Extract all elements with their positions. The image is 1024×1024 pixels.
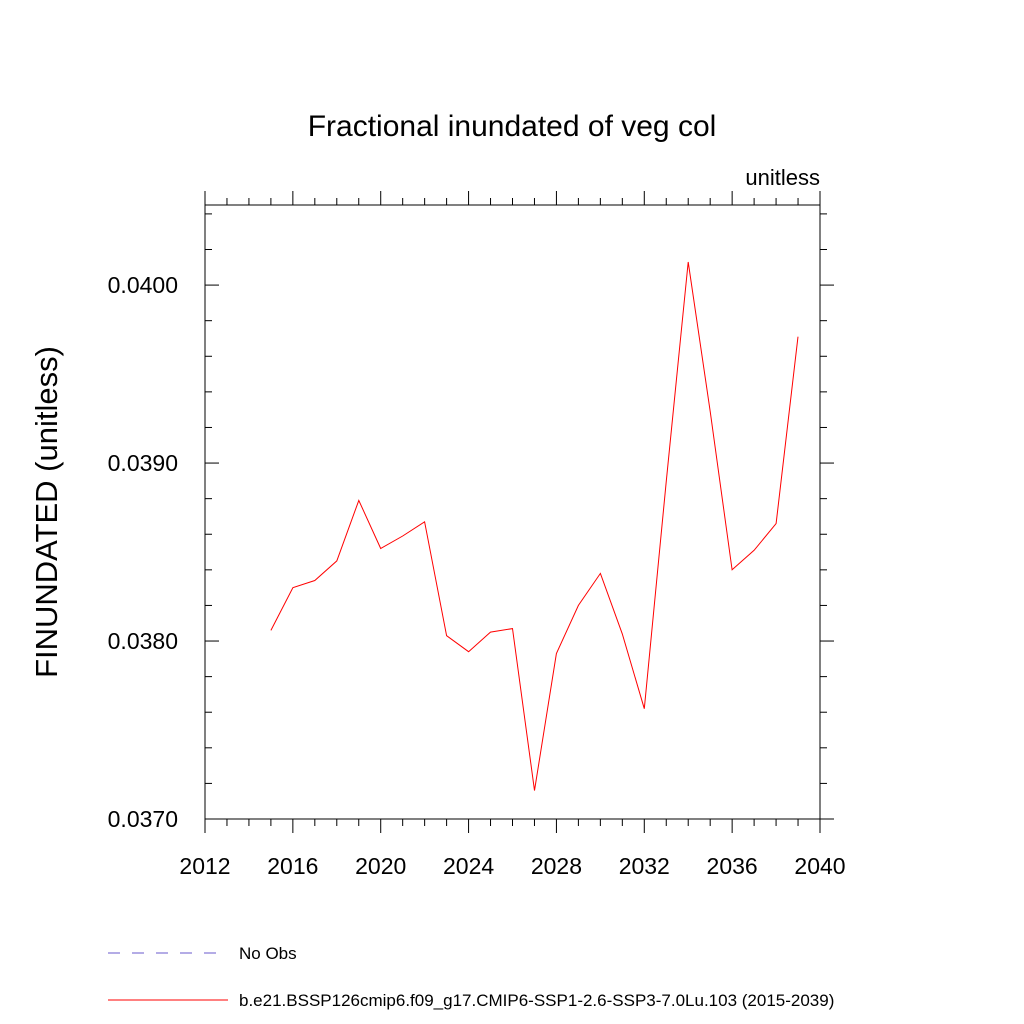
x-tick-label: 2036 — [707, 853, 758, 879]
axis-ticks: 2012 2016 2020 2024 2028 2032 2036 2040 0.0370 0.… — [108, 191, 846, 879]
series-line — [270, 261, 799, 791]
x-tick-label: 2016 — [267, 853, 318, 879]
x-tick-label: 2028 — [531, 853, 582, 879]
legend: No Obs b.e21.BSSP126cmip6.f09_g17.CMIP6-S… — [108, 944, 834, 1010]
y-tick-label: 0.0400 — [108, 272, 178, 298]
chart-title: Fractional inundated of veg col — [308, 110, 717, 143]
y-tick-label: 0.0390 — [108, 450, 178, 476]
x-tick-label: 2032 — [619, 853, 670, 879]
legend-label: No Obs — [239, 944, 297, 963]
plot-frame — [204, 204, 821, 820]
x-tick-label: 2024 — [443, 853, 494, 879]
series-lines — [270, 261, 799, 791]
y-tick-label: 0.0370 — [108, 806, 178, 832]
units-label: unitless — [745, 165, 820, 190]
y-tick-label: 0.0380 — [108, 628, 178, 654]
legend-label: b.e21.BSSP126cmip6.f09_g17.CMIP6-SSP1-2.… — [239, 991, 834, 1010]
x-tick-label: 2020 — [355, 853, 406, 879]
y-axis-title: FINUNDATED (unitless) — [29, 346, 64, 678]
x-tick-label: 2012 — [179, 853, 230, 879]
x-tick-label: 2040 — [794, 853, 845, 879]
